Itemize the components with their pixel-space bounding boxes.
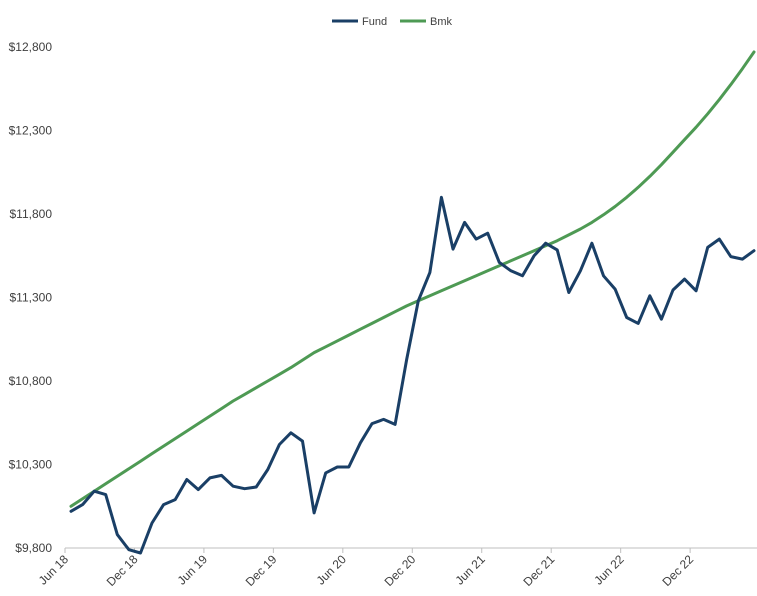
x-tick-label: Jun 20 (314, 552, 350, 588)
y-tick-label: $11,800 (10, 207, 53, 221)
x-tick-label: Dec 18 (104, 552, 141, 589)
y-tick-label: $10,800 (9, 374, 53, 388)
x-tick-label: Jun 19 (175, 552, 211, 588)
x-tick-label: Dec 20 (382, 552, 419, 589)
legend-label-fund: Fund (362, 16, 387, 28)
x-tick-label: Dec 19 (243, 552, 280, 589)
legend: Fund Bmk (332, 16, 453, 28)
y-axis-tick-labels: $9,800 $10,300 $10,800 $11,300 $11,800 $12,30… (9, 40, 53, 555)
x-tick-label: Dec 21 (521, 552, 558, 589)
x-axis: Jun 18 Dec 18 Jun 19 Dec 19 Jun 20 Dec 20 Jun … (36, 547, 757, 589)
x-tick-label: Jun 18 (36, 552, 72, 588)
legend-entry-fund: Fund (332, 16, 387, 28)
x-tick-label: Jun 22 (591, 552, 627, 588)
plot-area (69, 50, 756, 555)
legend-entry-bmk: Bmk (400, 16, 453, 28)
y-tick-label: $11,300 (10, 291, 53, 305)
x-tick-label: Jun 21 (452, 552, 488, 588)
x-tick-label: Dec 22 (659, 552, 696, 589)
y-tick-label: $9,800 (15, 541, 52, 555)
y-tick-label: $12,800 (9, 40, 53, 54)
series-line-bmk (69, 50, 756, 508)
y-tick-label: $12,300 (9, 124, 53, 138)
legend-label-bmk: Bmk (430, 16, 453, 28)
series-line-fund (69, 195, 756, 555)
y-tick-label: $10,300 (9, 458, 53, 472)
